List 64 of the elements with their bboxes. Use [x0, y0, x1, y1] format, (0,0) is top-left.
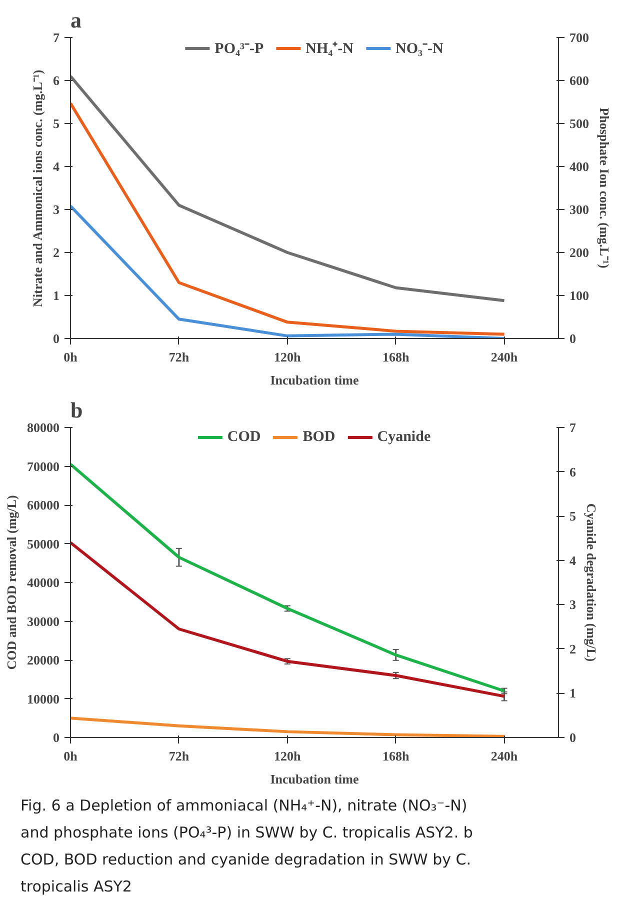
y-tick-label: 7	[53, 30, 60, 45]
y-axis-title: COD and BOD removal (mg/L)	[4, 495, 19, 670]
y2-tick-label: 500	[570, 116, 589, 131]
y-tick-label: 0	[53, 730, 60, 745]
y-tick-label: 40000	[27, 575, 60, 590]
y-tick-label: 1	[53, 288, 60, 303]
y2-tick-label: 700	[570, 30, 589, 45]
y2-tick-label: 600	[570, 73, 589, 88]
chart-title: a	[70, 8, 82, 32]
y2-tick-label: 5	[570, 508, 576, 524]
y2-tick-label: 200	[570, 245, 589, 260]
line-series	[70, 204, 506, 338]
x-axis-title: Incubation time	[270, 372, 359, 388]
y-tick-label: 10000	[27, 691, 60, 706]
y-tick-label: 4	[53, 159, 60, 174]
y-tick-label: 70000	[27, 458, 60, 474]
line-series	[70, 102, 506, 336]
y-tick-label: 2	[53, 245, 60, 260]
legend-label: Cyanide	[377, 428, 431, 446]
y2-tick-label: 7	[570, 420, 576, 435]
y-tick-label: 5	[53, 116, 60, 131]
y-tick-label: 60000	[27, 498, 60, 512]
legend-label: COD	[227, 428, 261, 446]
y2-tick-label: 400	[570, 159, 589, 174]
y-tick-label: 50000	[27, 536, 60, 552]
y2-tick-label: 6	[570, 464, 576, 480]
x-tick-label: 240h	[490, 350, 518, 364]
line-series	[70, 462, 506, 692]
y2-tick-label: 0	[570, 331, 576, 346]
y2-tick-label: 300	[570, 202, 589, 217]
line-series	[70, 541, 506, 698]
x-tick-label: 72h	[168, 748, 190, 764]
legend-label: NH₄⁺-N	[306, 40, 354, 58]
legend-label: PO₄³⁻-P	[214, 40, 264, 58]
y2-tick-label: 0	[570, 730, 576, 745]
y2-tick-label: 100	[570, 288, 589, 303]
x-tick-label: 240h	[490, 748, 518, 764]
y-axis-title: Nitrate and Ammonical ions conc. (mg.L⁻¹)	[30, 70, 45, 307]
x-tick-label: 120h	[274, 350, 302, 364]
y-tick-label: 0	[53, 331, 60, 346]
y2-axis-title: Phosphate Ion conc. (mg.L⁻¹)	[597, 108, 612, 268]
y-tick-label: 6	[53, 73, 60, 88]
y2-tick-label: 2	[570, 641, 576, 656]
y2-tick-label: 1	[570, 686, 576, 701]
line-series	[70, 74, 506, 302]
x-tick-label: 120h	[274, 748, 302, 764]
x-tick-label: 0h	[64, 350, 78, 364]
y-tick-label: 3	[53, 202, 60, 217]
y-tick-label: 80000	[27, 420, 60, 435]
x-tick-label: 168h	[382, 350, 410, 364]
chart-title: b	[70, 398, 83, 422]
x-tick-label: 72h	[168, 350, 190, 364]
x-axis-title: Incubation time	[270, 772, 359, 786]
caption: Fig. 6 a Depletion of ammoniacal (NH₄⁺-N), nitrate (NO₃⁻-N) and phosphate ions (PO₄³-P) in SWW by C. tropicalis ASY2. b COD, BOD reduction and cyanide degradation in SWW by C. tropicalis ASY2	[20, 796, 473, 896]
line-series	[70, 716, 506, 738]
y2-axis-title: Cyanide degradation (mg/L)	[584, 503, 599, 662]
x-tick-label: 168h	[382, 748, 410, 764]
y2-tick-label: 4	[570, 552, 576, 568]
y-tick-label: 20000	[27, 652, 60, 668]
y-tick-label: 30000	[27, 614, 60, 629]
y2-tick-label: 3	[570, 597, 576, 612]
legend-label: BOD	[302, 428, 336, 446]
legend-label: NO₃⁻-N	[395, 40, 444, 58]
x-tick-label: 0h	[64, 748, 78, 764]
